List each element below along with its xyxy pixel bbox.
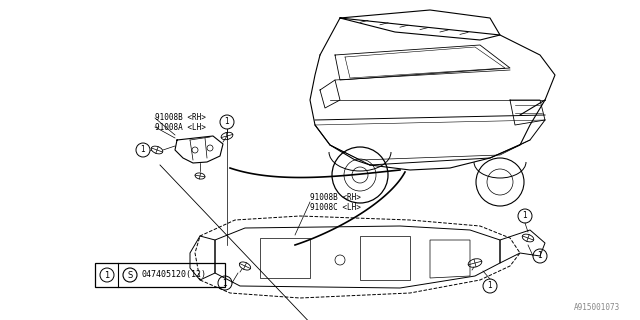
Text: 91008C <LH>: 91008C <LH>: [310, 203, 361, 212]
Text: 047405120(12): 047405120(12): [142, 270, 207, 279]
Text: 1: 1: [104, 270, 109, 279]
Text: 1: 1: [523, 212, 527, 220]
Text: S: S: [127, 270, 132, 279]
Text: 91008B <RH>: 91008B <RH>: [310, 194, 361, 203]
Text: 1: 1: [223, 278, 227, 287]
Text: 1: 1: [225, 117, 229, 126]
Text: 91008A <LH>: 91008A <LH>: [155, 123, 206, 132]
Text: 1: 1: [538, 252, 542, 260]
Text: A915001073: A915001073: [573, 303, 620, 312]
Text: 91008B <RH>: 91008B <RH>: [155, 114, 206, 123]
Text: 1: 1: [141, 146, 145, 155]
Text: 1: 1: [488, 282, 492, 291]
